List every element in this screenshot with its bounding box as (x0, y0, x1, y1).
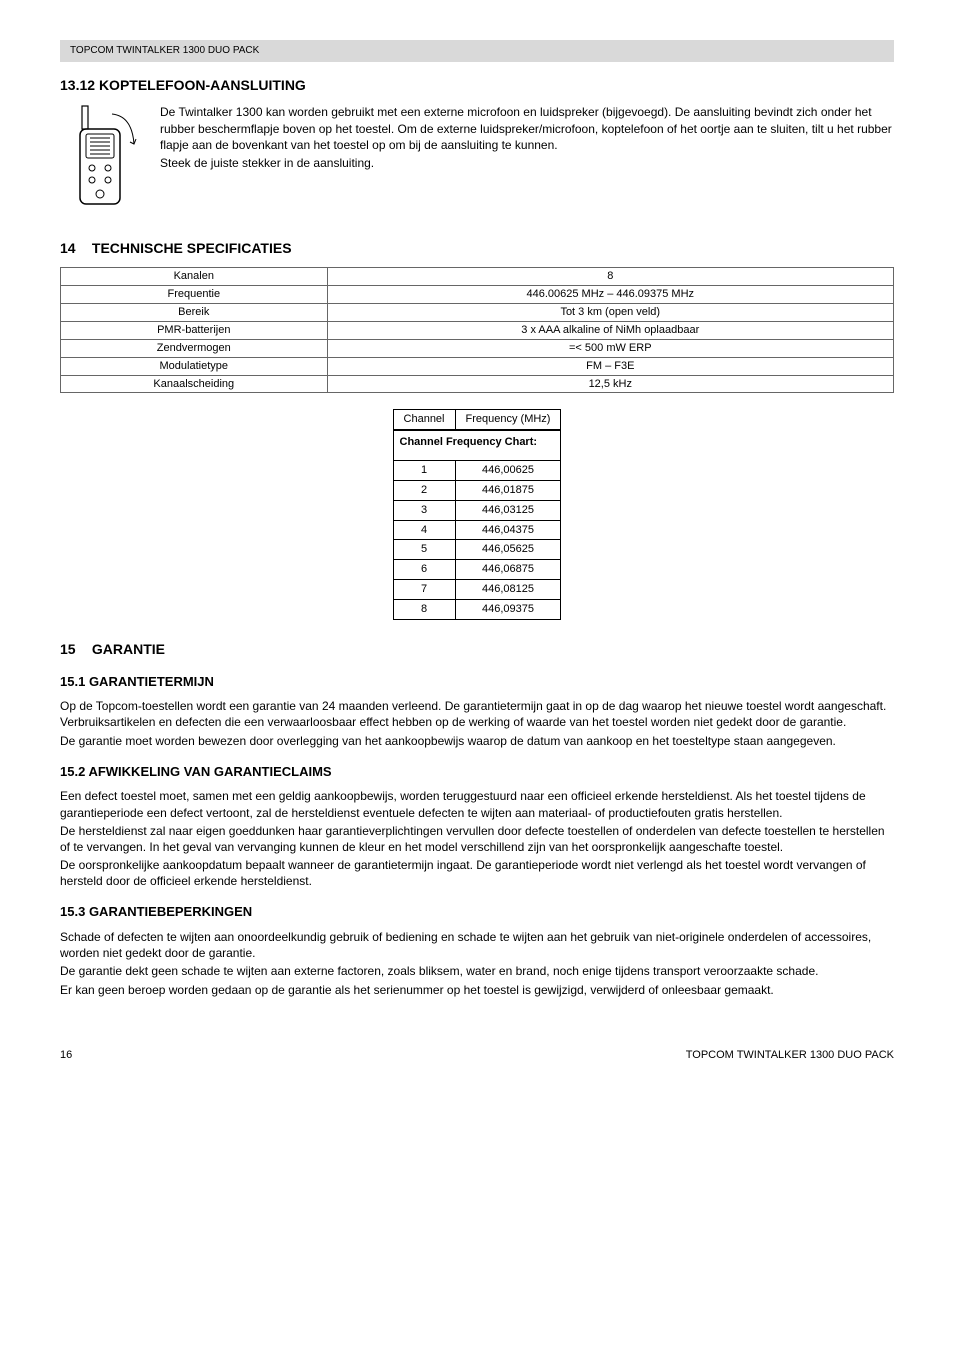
spec-label: Kanaalscheiding (61, 375, 328, 393)
heading-13-12: 13.12 KOPTELEFOON-AANSLUITING (60, 76, 894, 95)
heading-15-3: 15.3 GARANTIEBEPERKINGEN (60, 903, 894, 921)
heading-title: AFWIKKELING VAN GARANTIECLAIMS (88, 764, 331, 779)
freq-title: Channel Frequency Chart: (393, 430, 561, 460)
spec-value: 3 x AAA alkaline of NiMh oplaadbaar (327, 322, 893, 340)
heading-title: GARANTIE (92, 641, 165, 657)
device-illustration (60, 104, 140, 218)
freq-row: 8446,09375 (393, 599, 561, 619)
spec-row: Kanalen8 (61, 268, 894, 286)
spec-value: 12,5 kHz (327, 375, 893, 393)
freq-ch: 8 (393, 599, 455, 619)
heading-14: 14 TECHNISCHE SPECIFICATIES (60, 239, 894, 258)
freq-col1: Channel (393, 410, 455, 430)
p: Op de Topcom-toestellen wordt een garant… (60, 698, 894, 730)
freq-header-row: Channel Frequency (MHz) (393, 410, 561, 430)
heading-15: 15 GARANTIE (60, 640, 894, 659)
p: De garantie dekt geen schade te wijten a… (60, 963, 894, 979)
spec-row: BereikTot 3 km (open veld) (61, 304, 894, 322)
freq-row: 6446,06875 (393, 560, 561, 580)
heading-title: GARANTIEBEPERKINGEN (89, 904, 252, 919)
p: Schade of defecten te wijten aan onoorde… (60, 929, 894, 961)
intro-text: De Twintalker 1300 kan worden gebruikt m… (160, 104, 894, 218)
spec-label: Zendvermogen (61, 339, 328, 357)
spec-value: =< 500 mW ERP (327, 339, 893, 357)
spec-label: Modulatietype (61, 357, 328, 375)
spec-tbody: Kanalen8Frequentie446.00625 MHz – 446.09… (61, 268, 894, 393)
freq-val: 446,00625 (455, 461, 561, 481)
freq-val: 446,01875 (455, 480, 561, 500)
heading-num: 15 (60, 640, 88, 659)
spec-value: 446.00625 MHz – 446.09375 MHz (327, 286, 893, 304)
heading-title: GARANTIETERMIJN (89, 674, 214, 689)
spec-row: PMR-batterijen3 x AAA alkaline of NiMh o… (61, 322, 894, 340)
p: Er kan geen beroep worden gedaan op de g… (60, 982, 894, 998)
s15-2-body: Een defect toestel moet, samen met een g… (60, 788, 894, 889)
spec-row: ModulatietypeFM – F3E (61, 357, 894, 375)
p: De hersteldienst zal naar eigen goeddunk… (60, 823, 894, 855)
heading-num: 14 (60, 239, 88, 258)
footer-product: TOPCOM TWINTALKER 1300 DUO PACK (686, 1048, 894, 1063)
spec-value: FM – F3E (327, 357, 893, 375)
freq-tbody: 1446,006252446,018753446,031254446,04375… (393, 461, 561, 620)
freq-ch: 5 (393, 540, 455, 560)
freq-ch: 3 (393, 500, 455, 520)
intro-p1: De Twintalker 1300 kan worden gebruikt m… (160, 104, 894, 153)
intro-p2: Steek de juiste stekker in de aansluitin… (160, 155, 894, 171)
spec-label: Kanalen (61, 268, 328, 286)
freq-ch: 2 (393, 480, 455, 500)
intro-row: De Twintalker 1300 kan worden gebruikt m… (60, 104, 894, 218)
heading-num: 15.3 (60, 904, 85, 919)
heading-title: KOPTELEFOON-AANSLUITING (99, 77, 306, 93)
freq-val: 446,05625 (455, 540, 561, 560)
footer: 16 TOPCOM TWINTALKER 1300 DUO PACK (60, 1048, 894, 1063)
freq-val: 446,08125 (455, 580, 561, 600)
header-bar: TOPCOM TWINTALKER 1300 DUO PACK (60, 40, 894, 62)
freq-val: 446,09375 (455, 599, 561, 619)
freq-row: 5446,05625 (393, 540, 561, 560)
freq-table: Channel Frequency Chart: Channel Frequen… (393, 409, 562, 619)
heading-num: 15.2 (60, 764, 85, 779)
freq-val: 446,06875 (455, 560, 561, 580)
freq-title-row: Channel Frequency Chart: (393, 430, 561, 460)
spec-table: Kanalen8Frequentie446.00625 MHz – 446.09… (60, 267, 894, 393)
freq-ch: 4 (393, 520, 455, 540)
spec-label: PMR-batterijen (61, 322, 328, 340)
heading-15-2: 15.2 AFWIKKELING VAN GARANTIECLAIMS (60, 763, 894, 781)
spec-value: Tot 3 km (open veld) (327, 304, 893, 322)
s15-3-body: Schade of defecten te wijten aan onoorde… (60, 929, 894, 998)
heading-title: TECHNISCHE SPECIFICATIES (92, 240, 292, 256)
freq-ch: 6 (393, 560, 455, 580)
freq-col2: Frequency (MHz) (455, 410, 561, 430)
heading-15-1: 15.1 GARANTIETERMIJN (60, 673, 894, 691)
spec-label: Frequentie (61, 286, 328, 304)
walkie-icon (60, 104, 140, 214)
page-number: 16 (60, 1048, 72, 1063)
freq-ch: 7 (393, 580, 455, 600)
spec-row: Zendvermogen=< 500 mW ERP (61, 339, 894, 357)
p: De garantie moet worden bewezen door ove… (60, 733, 894, 749)
freq-row: 2446,01875 (393, 480, 561, 500)
s15-1-body: Op de Topcom-toestellen wordt een garant… (60, 698, 894, 749)
spec-row: Frequentie446.00625 MHz – 446.09375 MHz (61, 286, 894, 304)
spec-value: 8 (327, 268, 893, 286)
freq-val: 446,03125 (455, 500, 561, 520)
freq-wrap: Channel Frequency Chart: Channel Frequen… (60, 409, 894, 619)
freq-row: 1446,00625 (393, 461, 561, 481)
p: Een defect toestel moet, samen met een g… (60, 788, 894, 820)
spec-row: Kanaalscheiding12,5 kHz (61, 375, 894, 393)
spec-label: Bereik (61, 304, 328, 322)
p: De oorspronkelijke aankoopdatum bepaalt … (60, 857, 894, 889)
heading-num: 15.1 (60, 674, 85, 689)
freq-row: 4446,04375 (393, 520, 561, 540)
header-product: TOPCOM TWINTALKER 1300 DUO PACK (70, 45, 259, 56)
freq-val: 446,04375 (455, 520, 561, 540)
freq-row: 7446,08125 (393, 580, 561, 600)
freq-row: 3446,03125 (393, 500, 561, 520)
freq-ch: 1 (393, 461, 455, 481)
heading-num: 13.12 (60, 77, 95, 93)
